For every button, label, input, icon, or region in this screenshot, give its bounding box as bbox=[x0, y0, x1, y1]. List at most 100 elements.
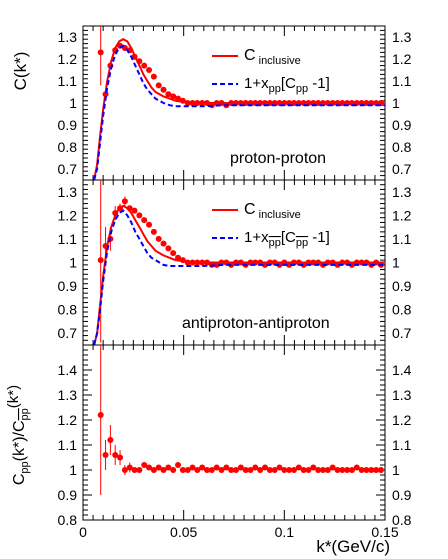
y-axis-title-ratio: Cpp(k*)/Cpp(k*) bbox=[5, 385, 31, 485]
data-point bbox=[295, 464, 302, 471]
data-point bbox=[117, 454, 124, 461]
panel-bottom: 0.8 0.8 0.9 0.9 1 1 1.1 1.1 1.2 1.2 1.3 1.3 1.4 1.4 0 0… bbox=[58, 344, 412, 540]
data-point bbox=[262, 464, 269, 471]
data-point bbox=[170, 250, 177, 257]
y-tick-label-right: 1 bbox=[392, 95, 400, 111]
data-point bbox=[315, 467, 322, 473]
data-point bbox=[194, 467, 201, 473]
data-point bbox=[150, 73, 157, 80]
y-tick-label-right: 1.2 bbox=[392, 412, 412, 428]
data-point bbox=[339, 467, 346, 473]
y-tick-label-right: 0.8 bbox=[392, 302, 412, 318]
y-tick-label-left: 1.2 bbox=[58, 412, 78, 428]
y-tick-label-right: 0.7 bbox=[392, 325, 412, 341]
data-point bbox=[324, 467, 331, 473]
y-tick-label-right: 1.2 bbox=[392, 207, 412, 223]
data-point bbox=[213, 464, 220, 471]
y-tick-label-left: 1.3 bbox=[58, 184, 78, 200]
data-point bbox=[150, 228, 157, 235]
data-point bbox=[112, 452, 119, 458]
y-tick-label-left: 0.7 bbox=[58, 325, 78, 341]
legend-label-model: 1+xpp[Cpp -1] bbox=[244, 229, 330, 249]
data-point bbox=[170, 467, 177, 473]
data-point bbox=[377, 467, 384, 473]
y-tick-label-left: 1.3 bbox=[58, 29, 78, 45]
data-point bbox=[165, 245, 172, 252]
plot-frame bbox=[82, 344, 386, 521]
y-tick-label-left: 1.3 bbox=[58, 387, 78, 403]
y-tick-label-right: 1 bbox=[392, 462, 400, 478]
data-point bbox=[160, 86, 167, 93]
data-point bbox=[126, 464, 133, 471]
data-point bbox=[218, 467, 225, 473]
data-point bbox=[237, 464, 244, 471]
data-point bbox=[233, 467, 240, 473]
data-point bbox=[290, 467, 297, 473]
data-point bbox=[363, 467, 370, 473]
data-point bbox=[286, 467, 293, 473]
data-point bbox=[199, 464, 206, 471]
data-point bbox=[266, 467, 273, 473]
y-tick-label-left: 0.7 bbox=[58, 161, 78, 177]
inclusive-curve bbox=[93, 38, 385, 180]
y-tick-label-right: 0.9 bbox=[392, 487, 412, 503]
y-tick-label-right: 1.3 bbox=[392, 29, 412, 45]
legend-label-model: 1+xpp[Cpp -1] bbox=[244, 75, 330, 95]
y-tick-label-left: 1 bbox=[69, 95, 77, 111]
legend-label-inclusive: C inclusive bbox=[244, 201, 301, 221]
y-tick-label-left: 0.9 bbox=[58, 487, 78, 503]
y-tick-label-right: 0.8 bbox=[392, 512, 412, 528]
series-group bbox=[93, 26, 385, 180]
data-point bbox=[165, 91, 172, 98]
data-point bbox=[146, 67, 153, 73]
data-point bbox=[247, 467, 254, 473]
x-axis-title: k*(GeV/c) bbox=[316, 537, 390, 556]
data-point bbox=[348, 467, 355, 473]
y-tick-label-right: 0.8 bbox=[392, 139, 412, 155]
data-point bbox=[155, 235, 162, 242]
data-point bbox=[121, 198, 128, 205]
data-point bbox=[257, 467, 264, 473]
data-point bbox=[189, 464, 196, 471]
y-tick-label-left: 1.1 bbox=[58, 231, 78, 247]
data-point bbox=[184, 467, 191, 473]
data-point bbox=[136, 212, 143, 219]
y-tick-label-left: 1.1 bbox=[58, 73, 78, 89]
y-tick-label-left: 0.8 bbox=[58, 302, 78, 318]
series-group bbox=[97, 345, 384, 495]
data-point bbox=[305, 467, 312, 473]
data-point bbox=[276, 464, 283, 471]
data-point bbox=[353, 464, 360, 471]
y-tick-label-left: 1 bbox=[69, 255, 77, 271]
data-point bbox=[228, 467, 235, 473]
data-point bbox=[107, 437, 114, 443]
y-tick-label-left: 1.4 bbox=[58, 362, 78, 378]
y-tick-label-right: 1 bbox=[392, 255, 400, 271]
y-tick-label-left: 0.8 bbox=[58, 512, 78, 528]
y-tick-label-left: 1 bbox=[69, 462, 77, 478]
data-point bbox=[358, 467, 365, 473]
data-point bbox=[155, 82, 162, 89]
panel-middle: 0.7 0.7 0.8 0.8 0.9 0.9 1 1 1.1 1.1 1.2 1.2 1.3 1.3 an… bbox=[58, 179, 412, 346]
data-point bbox=[141, 462, 148, 468]
data-point bbox=[170, 93, 177, 100]
y-tick-label-left: 1.2 bbox=[58, 207, 78, 223]
data-point bbox=[310, 464, 317, 471]
data-point bbox=[146, 221, 153, 228]
data-point bbox=[160, 240, 167, 247]
x-tick-label: 0.15 bbox=[371, 524, 398, 540]
y-tick-label-right: 0.9 bbox=[392, 117, 412, 133]
data-point bbox=[131, 207, 138, 214]
data-point bbox=[271, 467, 278, 473]
x-tick-label: 0.05 bbox=[170, 524, 197, 540]
series-group bbox=[93, 180, 385, 345]
data-point bbox=[136, 467, 143, 473]
y-tick-label-right: 1.3 bbox=[392, 184, 412, 200]
data-point bbox=[160, 467, 167, 473]
data-point bbox=[179, 467, 186, 473]
y-tick-label-right: 0.9 bbox=[392, 278, 412, 294]
data-point bbox=[373, 467, 380, 473]
data-point bbox=[150, 467, 157, 473]
y-axis-title-top: C(k*) bbox=[11, 52, 30, 91]
data-point bbox=[165, 464, 172, 471]
